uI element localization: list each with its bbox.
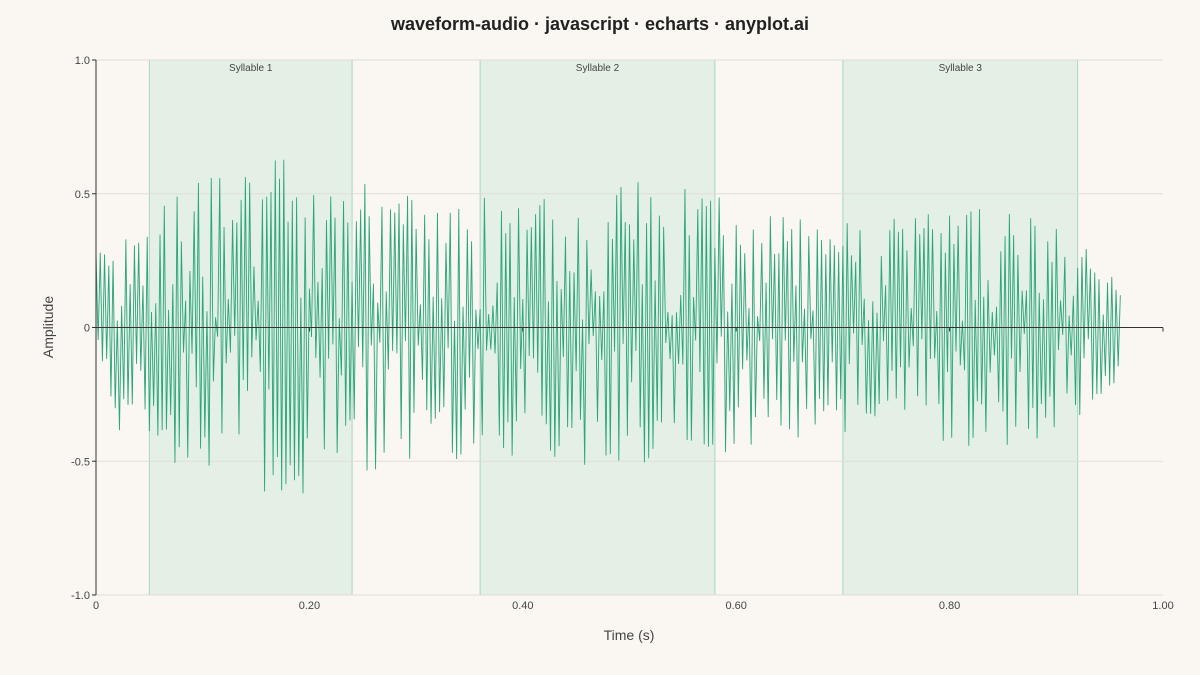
y-axis-label: Amplitude bbox=[40, 296, 56, 358]
y-tick-label: 0.5 bbox=[75, 189, 90, 201]
axes: 1.00.50-0.5-1.00 0.20 0.40 0.60 0.80 1.00 bbox=[71, 55, 1174, 612]
syllable-region-label: Syllable 2 bbox=[576, 63, 620, 74]
waveform-series bbox=[95, 159, 1121, 494]
y-tick-label: 1.0 bbox=[75, 55, 90, 67]
x-tick-label: 0 bbox=[93, 600, 99, 612]
y-tick-label: 0 bbox=[84, 323, 90, 335]
y-tick-label: -1.0 bbox=[71, 590, 90, 602]
x-tick-label: 0.20 bbox=[299, 600, 320, 612]
x-axis-label: Time (s) bbox=[604, 627, 655, 643]
syllable-region-label: Syllable 1 bbox=[229, 63, 273, 74]
x-tick-label: 0.60 bbox=[725, 600, 746, 612]
syllable-region-label: Syllable 3 bbox=[939, 63, 983, 74]
chart-title: waveform-audio · javascript · echarts · … bbox=[390, 14, 809, 34]
x-tick-label: 1.00 bbox=[1152, 600, 1173, 612]
y-tick-label: -0.5 bbox=[71, 456, 90, 468]
x-tick-label: 0.40 bbox=[512, 600, 533, 612]
x-tick-label: 0.80 bbox=[939, 600, 960, 612]
waveform-line bbox=[95, 159, 1121, 494]
